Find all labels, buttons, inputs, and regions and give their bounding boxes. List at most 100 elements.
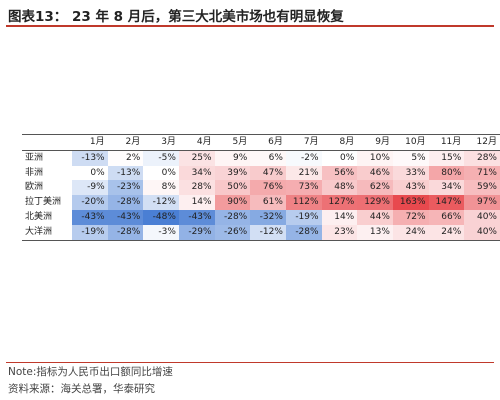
heatmap-cell: -19% [285, 209, 322, 225]
title-divider [6, 25, 494, 27]
heatmap-cell: 14% [321, 209, 358, 225]
heatmap-cell: -32% [250, 209, 286, 225]
chart-title: 图表13： 23 年 8 月后，第三大北美市场也有明显恢复 [8, 9, 344, 25]
column-header: 4月 [178, 134, 215, 151]
column-header: 2月 [107, 134, 144, 151]
heatmap-cell: 61% [250, 195, 286, 210]
heatmap-cell: -29% [178, 224, 215, 241]
heatmap-cell: 33% [392, 165, 429, 181]
heatmap-row: 非洲 0% -13% 0% 34% 39% 47% 21% 56% 46% 33% 80% 71% [22, 165, 500, 181]
source-text: 资料来源：海关总署，华泰研究 [8, 383, 155, 395]
heatmap-cell: 0% [143, 165, 179, 181]
heatmap-row: 北美洲 -43% -43% -48% -43% -28% -32% -19% 14% 44% 72%… [22, 209, 500, 225]
heatmap-cell: -3% [143, 224, 179, 241]
heatmap-cell: 39% [214, 165, 251, 181]
heatmap-cell: 43% [392, 180, 429, 196]
row-label: 拉丁美洲 [25, 197, 62, 208]
corner-cell [22, 134, 72, 151]
row-label: 亚洲 [25, 152, 44, 163]
heatmap-cell: 6% [250, 150, 286, 166]
heatmap-cell: -28% [214, 209, 251, 225]
column-header: 10月 [392, 134, 429, 151]
heatmap-cell: 73% [285, 180, 322, 196]
heatmap-cell: -13% [107, 165, 144, 181]
heatmap-cell: 62% [357, 180, 393, 196]
heatmap-cell: 147% [428, 195, 465, 210]
heatmap-cell: 0% [71, 165, 108, 181]
row-label: 北美洲 [25, 211, 53, 222]
heatmap-row: 拉丁美洲 -20% -28% -12% 14% 90% 61% 112% 127% 129% 163… [22, 195, 500, 210]
heatmap-cell: 25% [178, 150, 215, 166]
heatmap-cell: 112% [285, 195, 322, 210]
heatmap-cell: -19% [71, 224, 108, 241]
heatmap-cell: 24% [392, 224, 429, 241]
heatmap-cell: 72% [392, 209, 429, 225]
heatmap-cell: 14% [178, 195, 215, 210]
heatmap-cell: 129% [357, 195, 393, 210]
heatmap-cell: 23% [321, 224, 358, 241]
column-header: 8月 [321, 134, 358, 151]
heatmap-cell: -20% [71, 195, 108, 210]
row-label: 大洋洲 [22, 224, 72, 241]
column-header: 6月 [250, 134, 286, 151]
heatmap-cell: 163% [392, 195, 429, 210]
column-header: 7月 [285, 134, 322, 151]
heatmap-cell: 13% [357, 224, 393, 241]
heatmap-cell: -13% [71, 150, 108, 166]
column-header: 3月 [143, 134, 179, 151]
footer-divider [6, 362, 494, 363]
column-header: 11月 [428, 134, 465, 151]
heatmap-cell: 48% [321, 180, 358, 196]
heatmap-cell: 21% [285, 165, 322, 181]
heatmap-cell: 90% [214, 195, 251, 210]
heatmap-cell: 66% [428, 209, 465, 225]
heatmap-cell: -12% [250, 224, 286, 241]
heatmap-row: 欧洲 -9% -23% 8% 28% 50% 76% 73% 48% 62% 43% 34% 59% [22, 180, 500, 196]
heatmap-body: 亚洲 -13% 2% -5% 25% 9% 6% -2% 0% 10% 5% 15% 28% 非洲 0% -1… [22, 150, 500, 241]
row-label: 欧洲 [25, 182, 44, 193]
heatmap-cell: -5% [143, 150, 179, 166]
heatmap-cell: -12% [143, 195, 179, 210]
heatmap-row: 亚洲 -13% 2% -5% 25% 9% 6% -2% 0% 10% 5% 15% 28% [22, 150, 500, 166]
heatmap-cell: 10% [357, 150, 393, 166]
heatmap-cell: 34% [428, 180, 465, 196]
heatmap-cell: 15% [428, 150, 465, 166]
heatmap-cell: 80% [428, 165, 465, 181]
heatmap-cell: 97% [464, 195, 500, 210]
heatmap-cell: -43% [178, 209, 215, 225]
heatmap-cell: -43% [107, 209, 144, 225]
heatmap-cell: 40% [464, 224, 500, 241]
heatmap-cell: -23% [107, 180, 144, 196]
heatmap-cell: 56% [321, 165, 358, 181]
column-header-row: 1月 2月 3月 4月 5月 6月 7月 8月 9月 10月 11月 12月 [22, 134, 500, 151]
heatmap-cell: 5% [392, 150, 429, 166]
heatmap-cell: -28% [107, 224, 144, 241]
note-text: Note:指标为人民币出口额同比增速 [8, 366, 173, 378]
heatmap-cell: -28% [285, 224, 322, 241]
heatmap-cell: 34% [178, 165, 215, 181]
heatmap-cell: 76% [250, 180, 286, 196]
heatmap-cell: 40% [464, 209, 500, 225]
heatmap-table: 1月 2月 3月 4月 5月 6月 7月 8月 9月 10月 11月 12月 亚洲 -13% 2% -5% 2… [22, 134, 500, 241]
heatmap-cell: 44% [357, 209, 393, 225]
heatmap-cell: 24% [428, 224, 465, 241]
heatmap-cell: 28% [178, 180, 215, 196]
heatmap-row: 大洋洲 -19% -28% -3% -29% -26% -12% -28% 23% 13% 24% 2… [22, 224, 500, 241]
heatmap-cell: 71% [464, 165, 500, 181]
row-label: 非洲 [25, 167, 44, 178]
heatmap-cell: 28% [464, 150, 500, 166]
heatmap-cell: 50% [214, 180, 251, 196]
heatmap-cell: 8% [143, 180, 179, 196]
heatmap-cell: -26% [214, 224, 251, 241]
column-header: 12月 [464, 134, 500, 151]
heatmap-cell: 2% [107, 150, 144, 166]
heatmap-cell: 0% [321, 150, 358, 166]
heatmap-cell: -28% [107, 195, 144, 210]
column-header: 5月 [214, 134, 251, 151]
heatmap-cell: 127% [321, 195, 358, 210]
heatmap-cell: 46% [357, 165, 393, 181]
column-header: 1月 [71, 134, 108, 151]
heatmap-cell: -43% [71, 209, 108, 225]
heatmap-cell: 47% [250, 165, 286, 181]
heatmap-cell: 9% [214, 150, 251, 166]
